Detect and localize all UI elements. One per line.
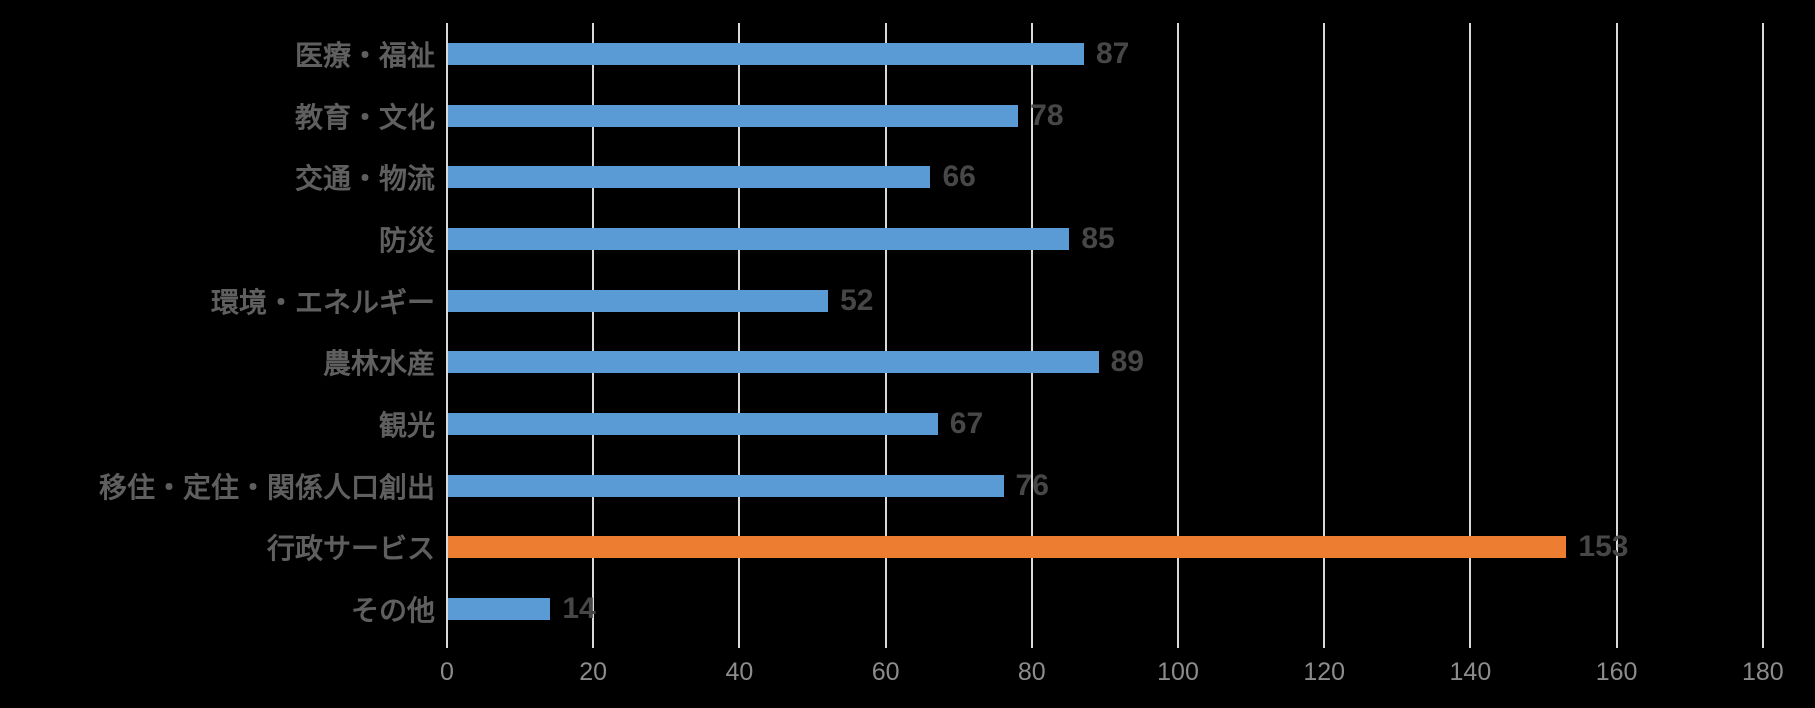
bar (448, 42, 1084, 65)
value-label: 52 (840, 283, 874, 317)
bar (448, 351, 1099, 374)
category-label: 移住・定住・関係人口創出 (98, 471, 435, 503)
x-axis-tick-label: 80 (1017, 658, 1046, 686)
bar (448, 536, 1567, 559)
x-axis-tick-label: 160 (1595, 658, 1638, 686)
value-label: 66 (942, 160, 976, 194)
bar (448, 413, 938, 436)
x-axis-tick (592, 640, 595, 648)
value-label: 153 (1578, 530, 1629, 564)
x-axis-tick (1323, 640, 1326, 648)
value-label: 67 (949, 407, 984, 441)
gridline (592, 23, 595, 640)
x-axis-tick-label: 40 (725, 658, 754, 686)
value-label: 76 (1015, 468, 1049, 502)
x-axis-tick-label: 120 (1303, 658, 1346, 686)
value-label: 89 (1110, 345, 1144, 379)
gridline (884, 23, 887, 640)
x-axis-tick (738, 640, 741, 648)
y-axis-line (446, 23, 448, 640)
x-axis-tick-label: 20 (579, 658, 608, 686)
x-axis-tick (1615, 640, 1618, 648)
x-axis-tick-label: 0 (440, 658, 454, 686)
x-axis-tick-label: 180 (1741, 658, 1784, 686)
x-axis-tick (1761, 640, 1764, 648)
gridline (1469, 23, 1472, 640)
bar (448, 104, 1019, 127)
value-label: 87 (1095, 36, 1130, 70)
bar (448, 227, 1070, 250)
gridline (738, 23, 741, 640)
bar (448, 474, 1004, 497)
value-label: 14 (562, 592, 596, 626)
category-label: 教育・文化 (294, 101, 435, 133)
gridline (1177, 23, 1179, 640)
bar (448, 166, 931, 189)
x-axis-tick (1030, 640, 1033, 648)
gridline (1323, 23, 1326, 640)
value-label: 85 (1081, 221, 1115, 255)
category-label: 環境・エネルギー (210, 286, 435, 318)
x-axis-tick (446, 640, 448, 648)
category-label: 観光 (378, 410, 435, 442)
gridline (1030, 23, 1033, 640)
bar (448, 289, 829, 312)
category-label: 防災 (378, 224, 435, 256)
category-label: 農林水産 (322, 348, 435, 380)
x-axis-tick-label: 60 (871, 658, 900, 686)
category-label: 医療・福祉 (294, 39, 435, 71)
category-label: その他 (350, 595, 435, 627)
category-label: 交通・物流 (294, 163, 435, 195)
x-axis-tick (884, 640, 887, 648)
x-axis-tick (1469, 640, 1472, 648)
x-axis-tick (1177, 640, 1179, 648)
x-axis-tick-label: 140 (1449, 658, 1492, 686)
gridline (1761, 23, 1764, 640)
gridline (1615, 23, 1618, 640)
category-label: 行政サービス (266, 533, 435, 565)
value-label: 78 (1030, 98, 1064, 132)
bar (448, 598, 551, 621)
x-axis-tick-label: 100 (1157, 658, 1199, 686)
